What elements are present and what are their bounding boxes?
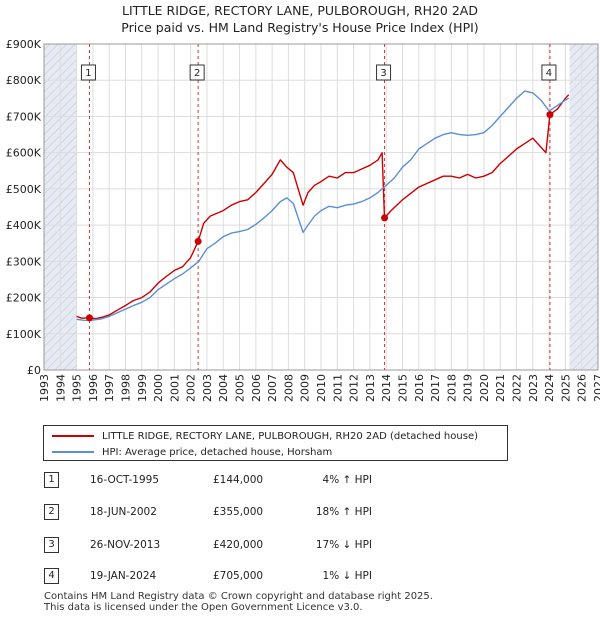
- x-tick-label: 2021: [494, 374, 507, 402]
- legend-swatch-property: [52, 435, 94, 437]
- sale-marker-label: 2: [194, 68, 200, 79]
- x-tick-label: 2004: [217, 374, 230, 402]
- x-tick-label: 2026: [576, 374, 589, 402]
- sale-point: [381, 214, 389, 222]
- x-tick-label: 2025: [559, 374, 572, 402]
- sale-hpi-change: 1% ↓ HPI: [322, 570, 372, 582]
- chart-title: LITTLE RIDGE, RECTORY LANE, PULBOROUGH, …: [0, 2, 600, 36]
- sale-point: [85, 314, 93, 322]
- x-tick-label: 2001: [168, 374, 181, 402]
- x-tick-label: 2015: [396, 374, 409, 402]
- x-tick-label: 2023: [527, 374, 540, 402]
- x-tick-label: 2003: [201, 374, 214, 402]
- x-tick-label: 2013: [364, 374, 377, 402]
- sale-marker-box: [80, 64, 96, 81]
- sale-row: 1 16-OCT-1995 £144,000 4% ↑ HPI: [0, 470, 600, 490]
- sale-price: £705,000: [213, 570, 264, 582]
- y-tick-label: £900K: [6, 38, 42, 51]
- sale-price: £144,000: [213, 474, 264, 486]
- legend-label-hpi: HPI: Average price, detached house, Hors…: [102, 446, 333, 458]
- x-tick-label: 2016: [413, 374, 426, 402]
- sale-hpi-change: 4% ↑ HPI: [322, 474, 372, 486]
- sale-marker-box: [376, 64, 392, 81]
- x-tick-label: 2000: [152, 374, 165, 402]
- x-tick-label: 2009: [299, 374, 312, 402]
- sale-marker-label: 3: [380, 68, 386, 79]
- shaded-range: [569, 44, 598, 370]
- sale-number-badge: 3: [44, 537, 59, 553]
- x-tick-label: 2002: [185, 374, 198, 402]
- y-tick-label: £700K: [6, 110, 42, 123]
- footer-attribution: Contains HM Land Registry data © Crown c…: [44, 591, 433, 613]
- sale-row: 3 26-NOV-2013 £420,000 17% ↓ HPI: [0, 535, 600, 555]
- sale-row: 2 18-JUN-2002 £355,000 18% ↑ HPI: [0, 502, 600, 522]
- x-tick-label: 2018: [445, 374, 458, 402]
- sale-date: 18-JUN-2002: [90, 506, 157, 518]
- chart-legend: LITTLE RIDGE, RECTORY LANE, PULBOROUGH, …: [43, 425, 508, 461]
- x-tick-label: 2014: [380, 374, 393, 402]
- x-tick-label: 2020: [478, 374, 491, 402]
- x-tick-label: 1993: [38, 374, 51, 402]
- x-tick-label: 2011: [331, 374, 344, 402]
- x-tick-label: 2019: [462, 374, 475, 402]
- sale-point: [194, 237, 202, 245]
- sale-point: [546, 111, 554, 119]
- x-tick-label: 2006: [250, 374, 263, 402]
- x-tick-label: 2012: [348, 374, 361, 402]
- price-chart: £0 £100K £200K £300K £400K £500K £600K £700K £80…: [6, 38, 600, 402]
- title-line-2: Price paid vs. HM Land Registry's House …: [121, 20, 479, 35]
- y-tick-label: £200K: [6, 292, 42, 305]
- footer-line-1: Contains HM Land Registry data © Crown c…: [44, 591, 433, 602]
- x-tick-label: 1996: [87, 374, 100, 402]
- sale-number-badge: 4: [44, 568, 59, 584]
- x-tick-label: 2010: [315, 374, 328, 402]
- sale-date: 19-JAN-2024: [90, 570, 157, 582]
- sale-row: 4 19-JAN-2024 £705,000 1% ↓ HPI: [0, 566, 600, 586]
- sale-marker-box: [189, 64, 205, 81]
- x-tick-label: 1998: [119, 374, 132, 402]
- y-tick-label: £500K: [6, 183, 42, 196]
- x-tick-label: 1995: [71, 374, 84, 402]
- plot-frame: [43, 43, 599, 371]
- x-tick-label: 2017: [429, 374, 442, 402]
- sale-date: 16-OCT-1995: [90, 474, 159, 486]
- sale-date: 26-NOV-2013: [90, 539, 161, 551]
- sale-price: £355,000: [213, 506, 264, 518]
- series-line-property: [76, 94, 570, 320]
- sale-number-badge: 1: [44, 472, 59, 488]
- footer-line-2: This data is licensed under the Open Gov…: [44, 602, 363, 613]
- sale-marker-label: 1: [85, 68, 91, 79]
- x-tick-label: 1994: [54, 374, 67, 402]
- series-line-hpi: [76, 90, 570, 322]
- sale-marker-label: 4: [546, 68, 552, 79]
- sale-number-badge: 2: [44, 504, 59, 520]
- x-tick-label: 2022: [511, 374, 524, 402]
- sale-hpi-change: 17% ↓ HPI: [315, 539, 372, 551]
- legend-label-property: LITTLE RIDGE, RECTORY LANE, PULBOROUGH, …: [102, 430, 478, 442]
- sale-hpi-change: 18% ↑ HPI: [315, 506, 372, 518]
- x-tick-label: 2005: [234, 374, 247, 402]
- title-line-1: LITTLE RIDGE, RECTORY LANE, PULBOROUGH, …: [122, 3, 478, 18]
- x-tick-label: 2008: [282, 374, 295, 402]
- x-tick-label: 1999: [136, 374, 149, 402]
- legend-swatch-hpi: [52, 451, 94, 453]
- sale-price: £420,000: [213, 539, 264, 551]
- y-tick-label: £400K: [6, 219, 42, 232]
- sale-marker-box: [541, 64, 557, 81]
- x-tick-label: 1997: [103, 374, 116, 402]
- legend-item-property: LITTLE RIDGE, RECTORY LANE, PULBOROUGH, …: [52, 429, 478, 443]
- x-tick-label: 2024: [543, 374, 556, 402]
- y-tick-label: £300K: [6, 255, 42, 268]
- y-tick-label: £600K: [6, 147, 42, 160]
- y-tick-label: £0: [27, 364, 41, 377]
- y-tick-label: £800K: [6, 74, 42, 87]
- y-tick-label: £100K: [6, 328, 42, 341]
- x-tick-label: 2007: [266, 374, 279, 402]
- x-tick-label: 2027: [592, 374, 600, 402]
- legend-item-hpi: HPI: Average price, detached house, Hors…: [52, 445, 332, 459]
